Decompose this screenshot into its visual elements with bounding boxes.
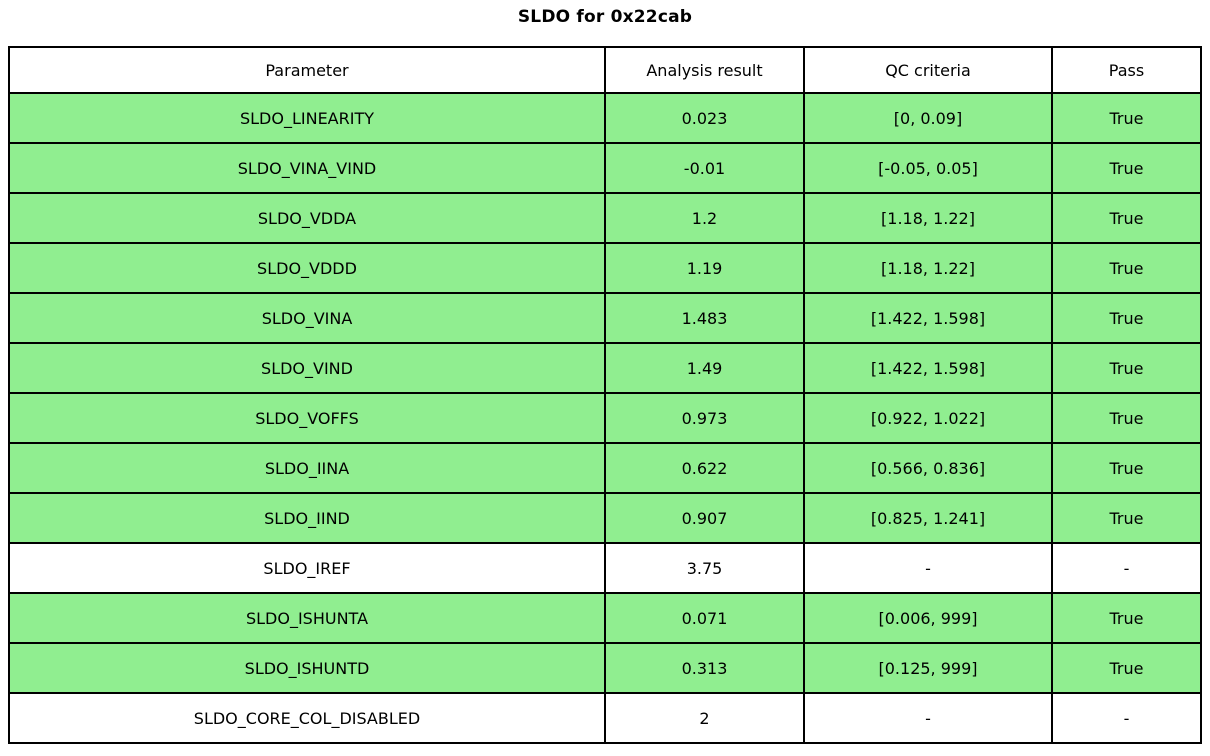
table-row: SLDO_CORE_COL_DISABLED 2 - - bbox=[8, 692, 1202, 744]
qc-criteria-cell: [0.566, 0.836] bbox=[803, 442, 1053, 494]
pass-cell: True bbox=[1051, 342, 1202, 394]
pass-cell: True bbox=[1051, 592, 1202, 644]
pass-cell: True bbox=[1051, 142, 1202, 194]
qc-criteria-cell: [-0.05, 0.05] bbox=[803, 142, 1053, 194]
column-header-analysis-result: Analysis result bbox=[604, 46, 805, 94]
analysis-result-cell: 0.907 bbox=[604, 492, 805, 544]
column-header-pass: Pass bbox=[1051, 46, 1202, 94]
parameter-cell: SLDO_IREF bbox=[8, 542, 606, 594]
parameter-cell: SLDO_VIND bbox=[8, 342, 606, 394]
qc-criteria-cell: [1.422, 1.598] bbox=[803, 342, 1053, 394]
qc-criteria-cell: [0, 0.09] bbox=[803, 92, 1053, 144]
column-header-qc-criteria: QC criteria bbox=[803, 46, 1053, 94]
pass-cell: True bbox=[1051, 192, 1202, 244]
table-row: SLDO_IREF 3.75 - - bbox=[8, 542, 1202, 594]
analysis-result-cell: 0.313 bbox=[604, 642, 805, 694]
analysis-result-cell: 0.071 bbox=[604, 592, 805, 644]
table-row: SLDO_VIND 1.49 [1.422, 1.598] True bbox=[8, 342, 1202, 394]
analysis-result-cell: 1.483 bbox=[604, 292, 805, 344]
table-row: SLDO_VINA 1.483 [1.422, 1.598] True bbox=[8, 292, 1202, 344]
qc-criteria-cell: [0.125, 999] bbox=[803, 642, 1053, 694]
analysis-result-cell: -0.01 bbox=[604, 142, 805, 194]
parameter-cell: SLDO_VDDA bbox=[8, 192, 606, 244]
pass-cell: True bbox=[1051, 492, 1202, 544]
pass-cell: True bbox=[1051, 292, 1202, 344]
analysis-result-cell: 3.75 bbox=[604, 542, 805, 594]
parameter-cell: SLDO_ISHUNTD bbox=[8, 642, 606, 694]
pass-cell: - bbox=[1051, 542, 1202, 594]
table-row: SLDO_ISHUNTD 0.313 [0.125, 999] True bbox=[8, 642, 1202, 694]
table-row: SLDO_VINA_VIND -0.01 [-0.05, 0.05] True bbox=[8, 142, 1202, 194]
qc-criteria-cell: [1.422, 1.598] bbox=[803, 292, 1053, 344]
qc-results-table: Parameter Analysis result QC criteria Pa… bbox=[8, 46, 1202, 744]
pass-cell: - bbox=[1051, 692, 1202, 744]
analysis-result-cell: 2 bbox=[604, 692, 805, 744]
column-header-parameter: Parameter bbox=[8, 46, 606, 94]
parameter-cell: SLDO_VOFFS bbox=[8, 392, 606, 444]
parameter-cell: SLDO_VDDD bbox=[8, 242, 606, 294]
parameter-cell: SLDO_IINA bbox=[8, 442, 606, 494]
parameter-cell: SLDO_CORE_COL_DISABLED bbox=[8, 692, 606, 744]
table-row: SLDO_VDDD 1.19 [1.18, 1.22] True bbox=[8, 242, 1202, 294]
analysis-result-cell: 0.023 bbox=[604, 92, 805, 144]
qc-criteria-cell: [0.006, 999] bbox=[803, 592, 1053, 644]
header-row: Parameter Analysis result QC criteria Pa… bbox=[8, 46, 1202, 94]
table-row: SLDO_VDDA 1.2 [1.18, 1.22] True bbox=[8, 192, 1202, 244]
qc-criteria-cell: - bbox=[803, 542, 1053, 594]
table-row: SLDO_IINA 0.622 [0.566, 0.836] True bbox=[8, 442, 1202, 494]
parameter-cell: SLDO_LINEARITY bbox=[8, 92, 606, 144]
analysis-result-cell: 0.622 bbox=[604, 442, 805, 494]
table-row: SLDO_ISHUNTA 0.071 [0.006, 999] True bbox=[8, 592, 1202, 644]
qc-criteria-cell: [0.825, 1.241] bbox=[803, 492, 1053, 544]
pass-cell: True bbox=[1051, 442, 1202, 494]
table-row: SLDO_VOFFS 0.973 [0.922, 1.022] True bbox=[8, 392, 1202, 444]
qc-criteria-cell: [1.18, 1.22] bbox=[803, 192, 1053, 244]
analysis-result-cell: 1.49 bbox=[604, 342, 805, 394]
parameter-cell: SLDO_IIND bbox=[8, 492, 606, 544]
qc-criteria-cell: [0.922, 1.022] bbox=[803, 392, 1053, 444]
pass-cell: True bbox=[1051, 92, 1202, 144]
analysis-result-cell: 0.973 bbox=[604, 392, 805, 444]
table-row: SLDO_LINEARITY 0.023 [0, 0.09] True bbox=[8, 92, 1202, 144]
analysis-result-cell: 1.2 bbox=[604, 192, 805, 244]
pass-cell: True bbox=[1051, 392, 1202, 444]
page-title: SLDO for 0x22cab bbox=[517, 7, 693, 27]
pass-cell: True bbox=[1051, 242, 1202, 294]
qc-table-header: Parameter Analysis result QC criteria Pa… bbox=[8, 46, 1202, 94]
qc-table-body: SLDO_LINEARITY 0.023 [0, 0.09] True SLDO… bbox=[8, 92, 1202, 744]
parameter-cell: SLDO_VINA bbox=[8, 292, 606, 344]
table-row: SLDO_IIND 0.907 [0.825, 1.241] True bbox=[8, 492, 1202, 544]
analysis-result-cell: 1.19 bbox=[604, 242, 805, 294]
qc-criteria-cell: [1.18, 1.22] bbox=[803, 242, 1053, 294]
qc-criteria-cell: - bbox=[803, 692, 1053, 744]
parameter-cell: SLDO_ISHUNTA bbox=[8, 592, 606, 644]
parameter-cell: SLDO_VINA_VIND bbox=[8, 142, 606, 194]
pass-cell: True bbox=[1051, 642, 1202, 694]
